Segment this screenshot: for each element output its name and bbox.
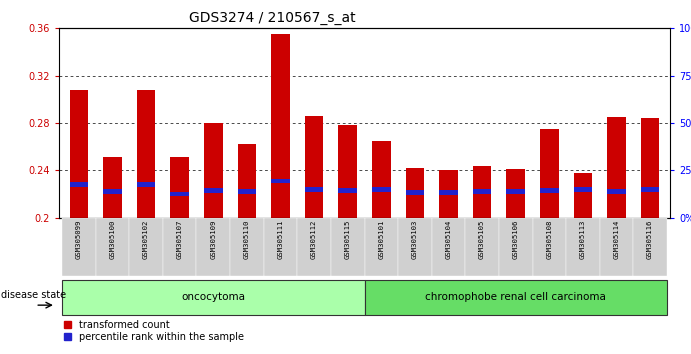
Bar	[439, 170, 457, 218]
Text: GDS3274 / 210567_s_at: GDS3274 / 210567_s_at	[189, 11, 356, 25]
Bar	[171, 157, 189, 218]
Bar	[372, 187, 390, 192]
Bar	[339, 188, 357, 193]
Bar	[238, 189, 256, 194]
Text: GSM305111: GSM305111	[278, 219, 283, 259]
Text: GSM305116: GSM305116	[647, 219, 653, 259]
Text: GSM305114: GSM305114	[614, 219, 620, 259]
Bar	[365, 280, 667, 315]
Text: GSM305105: GSM305105	[479, 219, 485, 259]
Bar	[272, 34, 290, 218]
Bar	[196, 218, 230, 276]
Bar	[305, 116, 323, 218]
Bar	[499, 218, 533, 276]
Bar	[507, 189, 525, 194]
Bar	[95, 218, 129, 276]
Text: GSM305112: GSM305112	[311, 219, 317, 259]
Text: disease state: disease state	[1, 290, 66, 301]
Bar	[473, 166, 491, 218]
Text: GSM305100: GSM305100	[109, 219, 115, 259]
Bar	[574, 187, 592, 192]
Bar	[641, 187, 659, 192]
Text: oncocytoma: oncocytoma	[181, 292, 245, 302]
Text: GSM305106: GSM305106	[513, 219, 519, 259]
Bar	[641, 118, 659, 218]
Bar	[62, 218, 95, 276]
Bar	[439, 190, 457, 195]
Text: GSM305099: GSM305099	[76, 219, 82, 259]
Bar	[406, 190, 424, 195]
Bar	[137, 90, 155, 218]
Bar	[129, 218, 163, 276]
Text: GSM305108: GSM305108	[547, 219, 552, 259]
Text: GSM305113: GSM305113	[580, 219, 586, 259]
Text: chromophobe renal cell carcinoma: chromophobe renal cell carcinoma	[425, 292, 606, 302]
Bar	[103, 189, 122, 194]
Bar	[507, 169, 525, 218]
Bar	[238, 144, 256, 218]
Text: GSM305107: GSM305107	[177, 219, 182, 259]
Bar	[540, 129, 558, 218]
Bar	[62, 280, 365, 315]
Bar	[406, 168, 424, 218]
Bar	[204, 123, 223, 218]
Bar	[607, 117, 626, 218]
Bar	[331, 218, 365, 276]
Text: GSM305109: GSM305109	[210, 219, 216, 259]
Bar	[305, 187, 323, 192]
Legend: transformed count, percentile rank within the sample: transformed count, percentile rank withi…	[64, 320, 244, 342]
Bar	[607, 189, 626, 194]
Bar	[297, 218, 331, 276]
Text: GSM305102: GSM305102	[143, 219, 149, 259]
Bar	[600, 218, 634, 276]
Bar	[533, 218, 566, 276]
Bar	[574, 173, 592, 218]
Bar	[70, 90, 88, 218]
Bar	[137, 182, 155, 187]
Bar	[163, 218, 196, 276]
Bar	[230, 218, 264, 276]
Bar	[465, 218, 499, 276]
Bar	[634, 218, 667, 276]
Bar	[339, 125, 357, 218]
Text: GSM305101: GSM305101	[378, 219, 384, 259]
Bar	[473, 189, 491, 194]
Text: GSM305115: GSM305115	[345, 219, 351, 259]
Bar	[566, 218, 600, 276]
Bar	[540, 188, 558, 193]
Bar	[398, 218, 432, 276]
Bar	[432, 218, 465, 276]
Bar	[365, 218, 398, 276]
Bar	[171, 192, 189, 196]
Bar	[103, 157, 122, 218]
Bar	[204, 188, 223, 193]
Bar	[264, 218, 297, 276]
Text: GSM305103: GSM305103	[412, 219, 418, 259]
Bar	[272, 179, 290, 183]
Text: GSM305104: GSM305104	[446, 219, 451, 259]
Bar	[372, 141, 390, 218]
Bar	[70, 182, 88, 187]
Text: GSM305110: GSM305110	[244, 219, 250, 259]
